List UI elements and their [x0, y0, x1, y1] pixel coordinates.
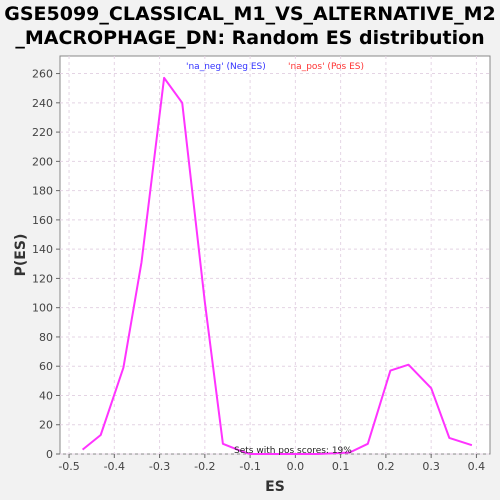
y-tick-label: 100 — [32, 302, 53, 315]
y-tick-label: 80 — [39, 331, 53, 344]
y-tick-label: 140 — [32, 243, 53, 256]
y-tick-label: 40 — [39, 389, 53, 402]
plot-area — [60, 56, 490, 454]
x-tick-label: 0.2 — [377, 460, 395, 473]
y-tick-label: 60 — [39, 360, 53, 373]
y-tick-label: 120 — [32, 272, 53, 285]
y-tick-label: 220 — [32, 126, 53, 139]
legend-entry-neg: 'na_neg' (Neg ES) — [186, 62, 266, 72]
y-tick-label: 20 — [39, 419, 53, 432]
y-tick-label: 160 — [32, 214, 53, 227]
x-tick-label: -0.3 — [149, 460, 170, 473]
x-tick-label: -0.1 — [239, 460, 260, 473]
x-tick-label: 0.0 — [287, 460, 305, 473]
x-tick-label: -0.2 — [194, 460, 215, 473]
y-tick-label: 240 — [32, 97, 53, 110]
x-axis-label: ES — [265, 479, 285, 495]
x-tick-label: 0.4 — [468, 460, 486, 473]
pos-scores-annotation: Sets with pos scores: 19% — [234, 446, 352, 456]
y-tick-label: 200 — [32, 155, 53, 168]
x-tick-label: 0.3 — [422, 460, 440, 473]
legend-entry-pos: 'na_pos' (Pos ES) — [288, 62, 364, 72]
x-tick-label: 0.1 — [332, 460, 350, 473]
x-tick-label: -0.5 — [58, 460, 79, 473]
y-tick-label: 180 — [32, 185, 53, 198]
x-tick-label: -0.4 — [104, 460, 125, 473]
y-tick-label: 260 — [32, 68, 53, 81]
y-axis-label: P(ES) — [13, 234, 29, 277]
y-tick-label: 0 — [46, 448, 53, 461]
